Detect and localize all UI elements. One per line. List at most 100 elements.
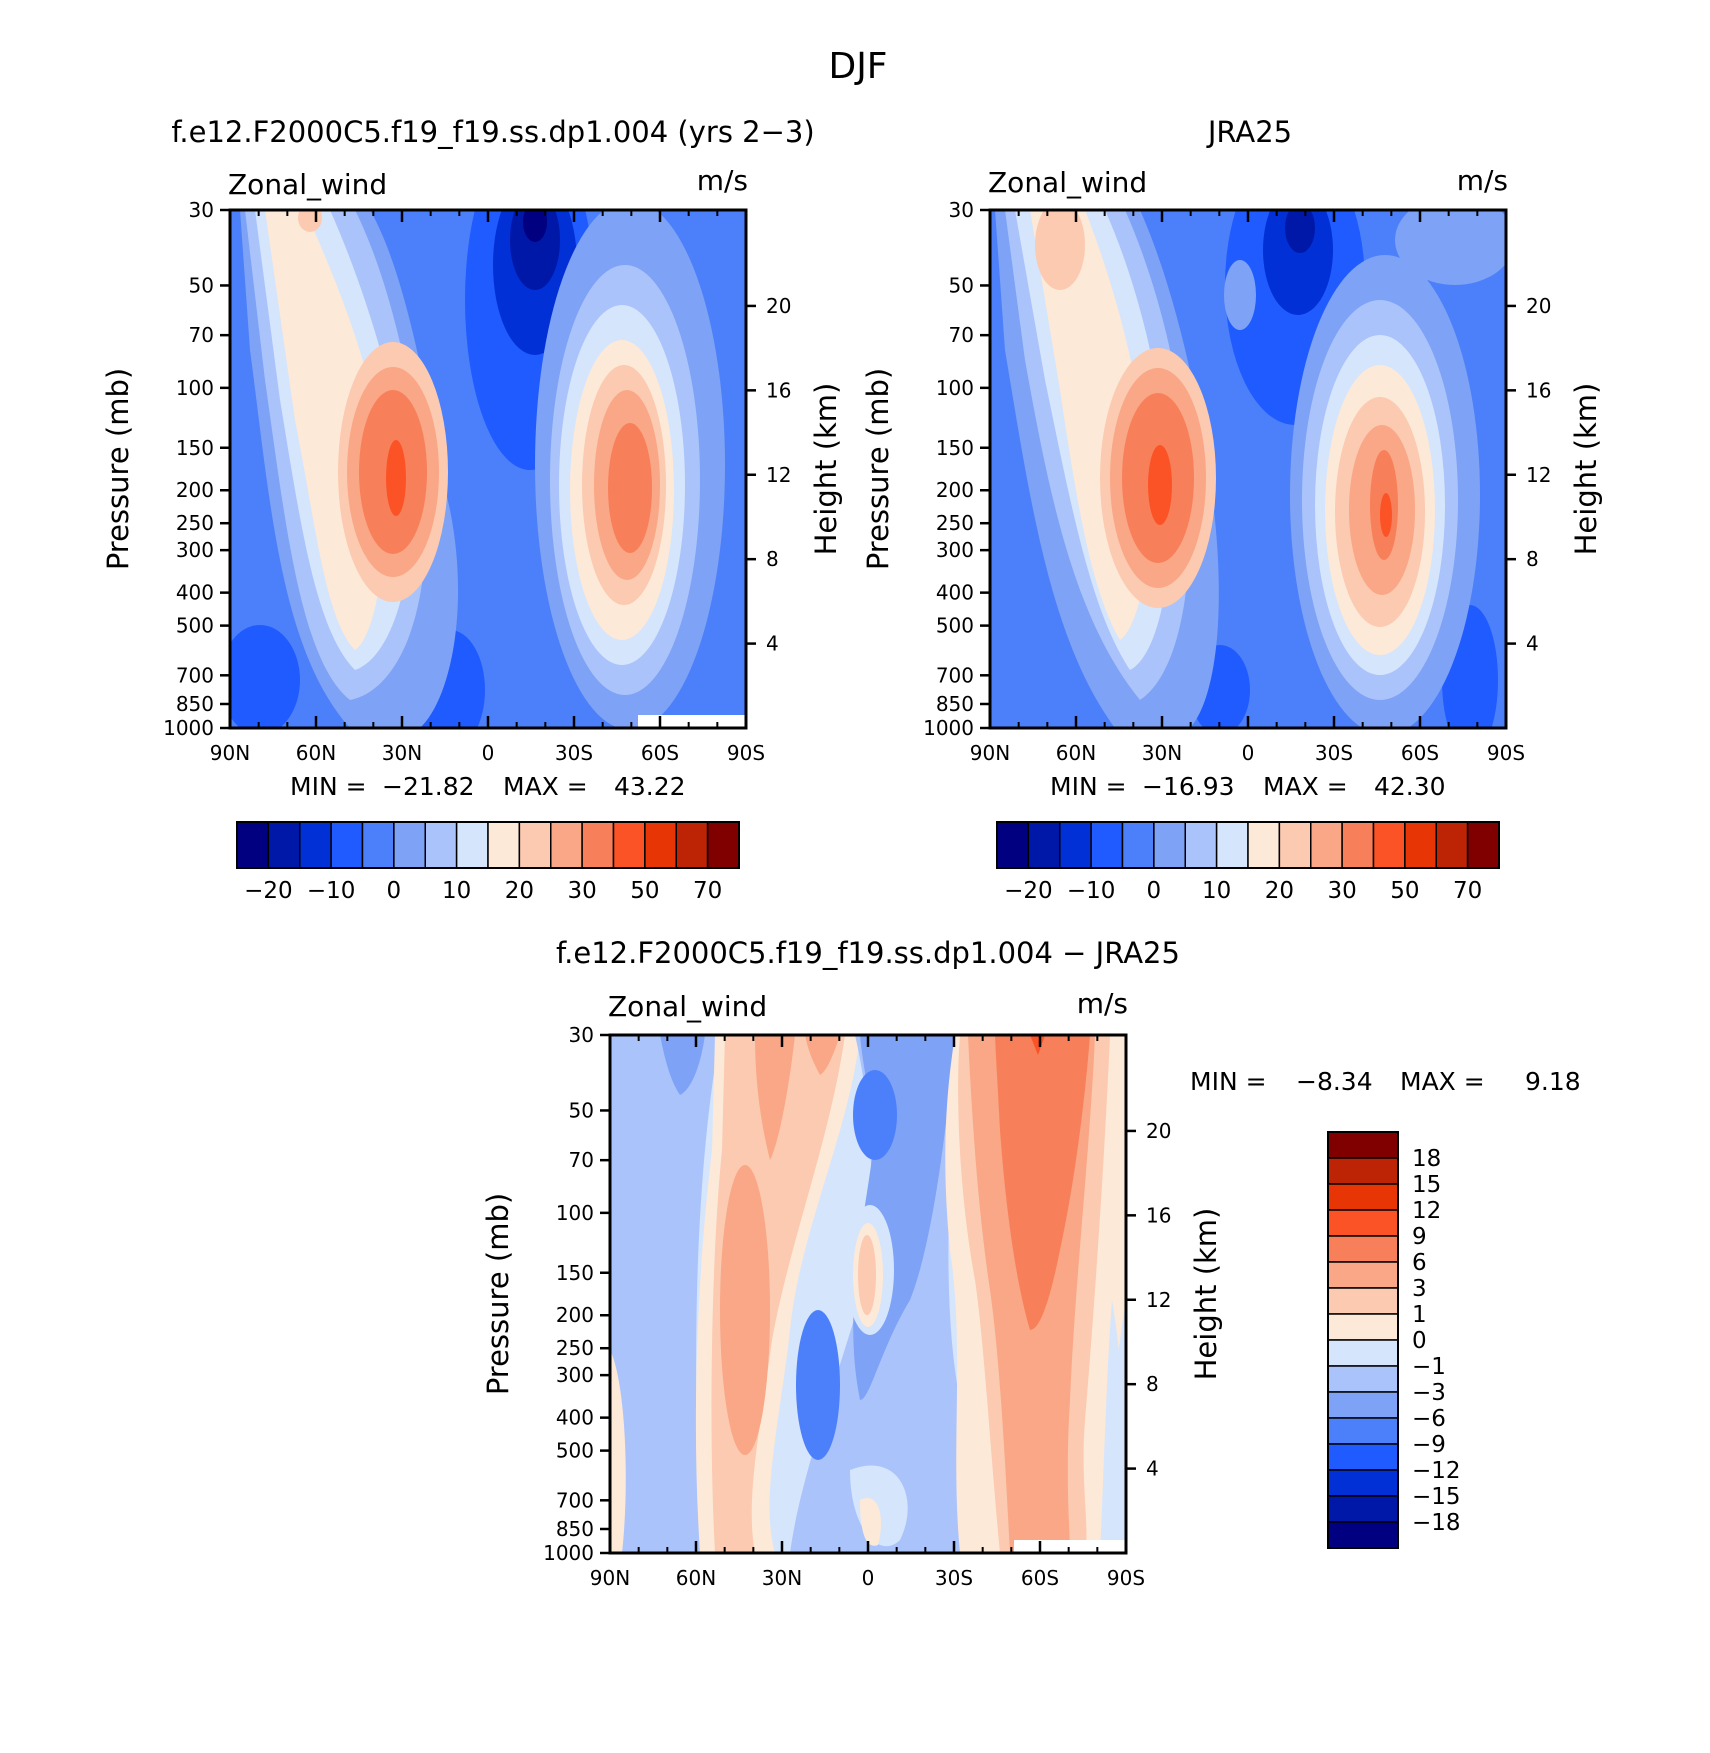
colorbar-swatch: [361, 821, 395, 869]
y2-tick-label: 20: [766, 294, 791, 318]
colorbar-swatch: [1184, 821, 1218, 869]
panel-obs-max-value: 42.30: [1374, 772, 1446, 801]
y2-tick-label: 20: [1526, 294, 1551, 318]
colorbar-label: 1: [1412, 1302, 1427, 1328]
colorbar-label: 30: [1327, 878, 1356, 904]
y2-tick-label: 16: [766, 378, 791, 402]
colorbar-swatch: [267, 821, 301, 869]
y2-tick-label: 8: [1526, 547, 1539, 571]
colorbar-label: 10: [1202, 878, 1231, 904]
colorbar-swatch: [1327, 1157, 1399, 1185]
colorbar-swatch: [1327, 1417, 1399, 1445]
colorbar-label: 50: [1390, 878, 1419, 904]
panel-obs-min-label: MIN =: [1050, 772, 1127, 801]
panel-model-field: [230, 210, 746, 728]
y2-tick-label: 8: [1146, 1372, 1159, 1396]
colorbar-label: −20: [1004, 878, 1053, 904]
y-tick-label: 30: [949, 198, 974, 222]
y-tick-label: 100: [936, 376, 974, 400]
colorbar-label: 20: [505, 878, 534, 904]
y2-tick-label: 8: [766, 547, 779, 571]
colorbar-label: 0: [1147, 878, 1162, 904]
colorbar-swatch: [1278, 821, 1312, 869]
y-tick-label: 500: [936, 614, 974, 638]
westerly-contour: [230, 625, 300, 728]
colorbar-label: 12: [1412, 1198, 1441, 1224]
panel-diff-max-value: 9.18: [1525, 1067, 1581, 1096]
colorbar-swatch: [299, 821, 332, 869]
y-tick-label: 850: [936, 692, 974, 716]
y-tick-label: 200: [556, 1303, 594, 1327]
y2-axis-label: Height (km): [809, 383, 843, 556]
colorbar-label: 70: [693, 878, 722, 904]
colorbar-label: −6: [1412, 1406, 1446, 1432]
y2-tick-label: 4: [1526, 632, 1539, 656]
y-tick-label: 70: [569, 1148, 594, 1172]
diff-contour-pos: [755, 1035, 795, 1160]
y-tick-label: 150: [176, 436, 214, 460]
colorbar-label: −20: [244, 878, 293, 904]
colorbar-label: −18: [1412, 1510, 1461, 1536]
colorbar-swatch: [644, 821, 677, 869]
colorbar-swatch: [1215, 821, 1249, 869]
colorbar-label: −9: [1412, 1432, 1446, 1458]
x-tick-label: 90N: [210, 741, 250, 765]
colorbar-label: 0: [387, 878, 402, 904]
panel-diff-title: f.e12.F2000C5.f19_f19.ss.dp1.004 − JRA25: [556, 936, 1180, 970]
colorbar-swatch: [996, 821, 1030, 869]
colorbar-frame: [1327, 1131, 1399, 1549]
y-tick-label: 700: [936, 663, 974, 687]
diff-contour-small: [860, 1498, 881, 1546]
x-tick-label: 60N: [1056, 741, 1096, 765]
panel-model-title: f.e12.F2000C5.f19_f19.ss.dp1.004 (yrs 2−…: [171, 115, 814, 149]
colorbar-label: −3: [1412, 1380, 1446, 1406]
x-tick-label: 30N: [382, 741, 422, 765]
y-tick-label: 250: [176, 511, 214, 535]
y2-tick-label: 4: [766, 632, 779, 656]
panel-diff-field: [610, 1035, 1126, 1553]
colorbar-swatch: [1327, 1235, 1399, 1263]
y2-tick-label: 12: [1146, 1288, 1171, 1312]
y-tick-label: 70: [949, 323, 974, 347]
panel-diff-min-value: −8.34: [1296, 1067, 1373, 1096]
colorbar-swatch: [1327, 1313, 1399, 1341]
x-tick-label: 30N: [762, 1566, 802, 1590]
colorbar-frame: [996, 821, 1500, 869]
y2-tick-label: 4: [1146, 1457, 1159, 1481]
diff-contour-neg: [1100, 1300, 1126, 1553]
colorbar-swatch: [1090, 821, 1124, 869]
panel-obs-variable-label: Zonal_wind: [988, 166, 1147, 199]
panel-diff-max-label: MAX =: [1400, 1067, 1485, 1096]
colorbar-swatch: [236, 821, 270, 869]
y2-tick-label: 12: [766, 463, 791, 487]
x-tick-label: 90S: [727, 741, 765, 765]
y-tick-label: 100: [556, 1201, 594, 1225]
x-tick-label: 60N: [676, 1566, 716, 1590]
colorbar-label: −12: [1412, 1458, 1461, 1484]
panel-diff-units-label: m/s: [1077, 987, 1128, 1020]
colorbar-label: −1: [1412, 1354, 1446, 1380]
colorbar-label: 6: [1412, 1250, 1427, 1276]
colorbar-label: 0: [1412, 1328, 1427, 1354]
colorbar-swatch: [1327, 1131, 1399, 1159]
y-tick-label: 400: [556, 1406, 594, 1430]
colorbar-label: 3: [1412, 1276, 1427, 1302]
subtropical-jet-contour: [1148, 445, 1172, 525]
x-tick-label: 60S: [1401, 741, 1439, 765]
x-tick-label: 30S: [1315, 741, 1353, 765]
easterly-contour: [1285, 210, 1315, 253]
colorbar-label: 9: [1412, 1224, 1427, 1250]
y-tick-label: 400: [936, 581, 974, 605]
panel-obs: JRA25 Zonal_wind m/s: [861, 115, 1603, 904]
x-tick-label: 30N: [1142, 741, 1182, 765]
easterly-contour: [510, 210, 560, 290]
panel-model-max-value: 43.22: [614, 772, 686, 801]
colorbar-swatch: [550, 821, 583, 869]
diff-contour-pos: [995, 1035, 1090, 1330]
y2-tick-label: 12: [1526, 463, 1551, 487]
diff-contour-pos: [610, 1350, 626, 1553]
y-tick-label: 500: [176, 614, 214, 638]
panel-model-min-value: −21.82: [382, 772, 475, 801]
colorbar-label: 70: [1453, 878, 1482, 904]
